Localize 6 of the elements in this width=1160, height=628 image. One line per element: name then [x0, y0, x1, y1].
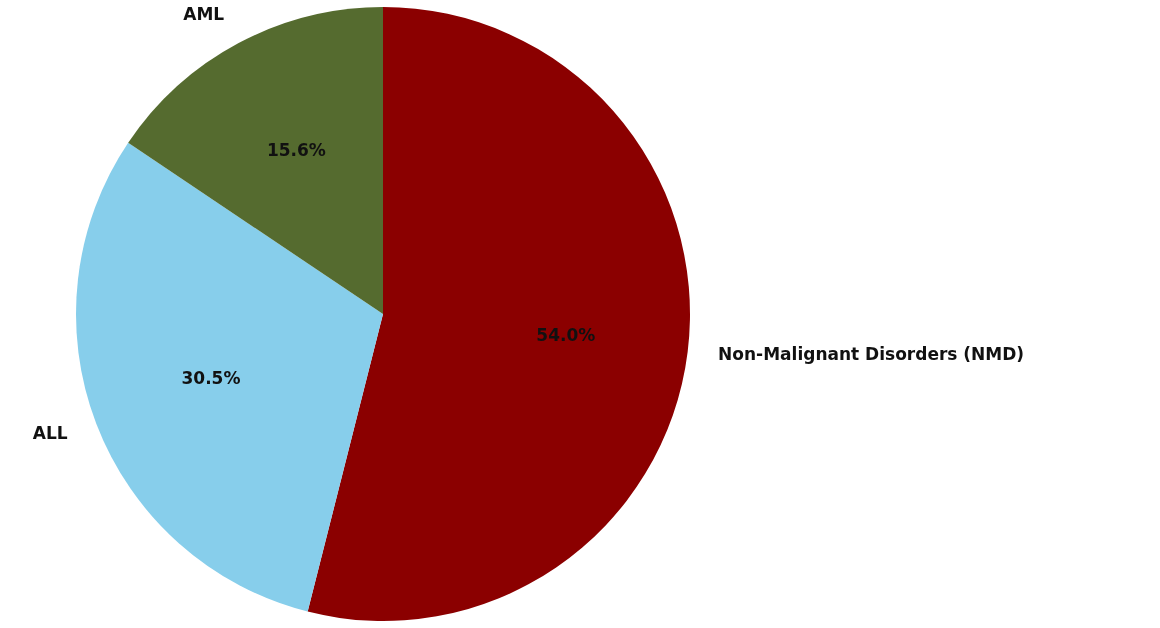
slice-label: ALL: [32, 423, 68, 444]
slice-label: Non-Malignant Disorders (NMD): [718, 344, 1025, 365]
data-label: 15.6%: [266, 139, 326, 160]
data-label: 54.0%: [536, 325, 596, 346]
data-label: 30.5%: [181, 368, 241, 389]
slice-label: AML: [183, 4, 225, 25]
